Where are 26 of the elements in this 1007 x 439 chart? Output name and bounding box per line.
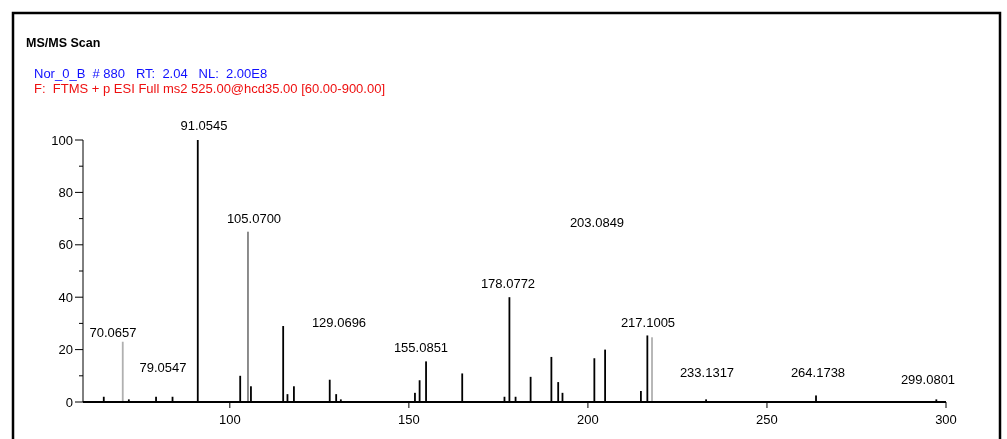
y-tick-label: 60: [58, 237, 73, 253]
y-tick-label: 80: [58, 184, 73, 200]
annotation: 178.0772: [480, 276, 536, 291]
y-tick-label: 100: [51, 132, 73, 148]
y-tick-label: 20: [58, 342, 73, 358]
text: F: FTMS + p ESI Full ms2 525.00@hcd35.00 [60.00-900.00]: [34, 81, 386, 96]
annotation: 155.0851: [393, 340, 449, 355]
annotation: 105.0700: [226, 211, 282, 226]
x-tick-label: 200: [577, 412, 599, 427]
chart-title: MS/MS Scan: [26, 36, 101, 50]
x-tick-label: 250: [756, 412, 778, 427]
annotation: 217.1005: [620, 315, 676, 330]
y-tick-label: 0: [65, 394, 73, 410]
annotation: 203.0849: [569, 215, 625, 230]
annotation: 299.0801: [900, 372, 956, 387]
x-tick-label: 100: [218, 412, 241, 427]
annotation: 233.1317: [679, 365, 735, 380]
annotation: 79.0547: [139, 360, 187, 375]
annotation: 264.1738: [790, 365, 846, 380]
text: 91.0545: [180, 118, 228, 133]
annotation: 129.0696: [311, 315, 367, 330]
x-tick-label: 150: [398, 412, 420, 427]
chart-subtitle: Nor_0_B # 880 RT: 2.04 NL: 2.00E8: [34, 66, 268, 81]
x-tick-label: 300: [935, 412, 957, 427]
annotation: 70.0657: [89, 325, 137, 340]
y-tick-label: 40: [58, 289, 73, 305]
